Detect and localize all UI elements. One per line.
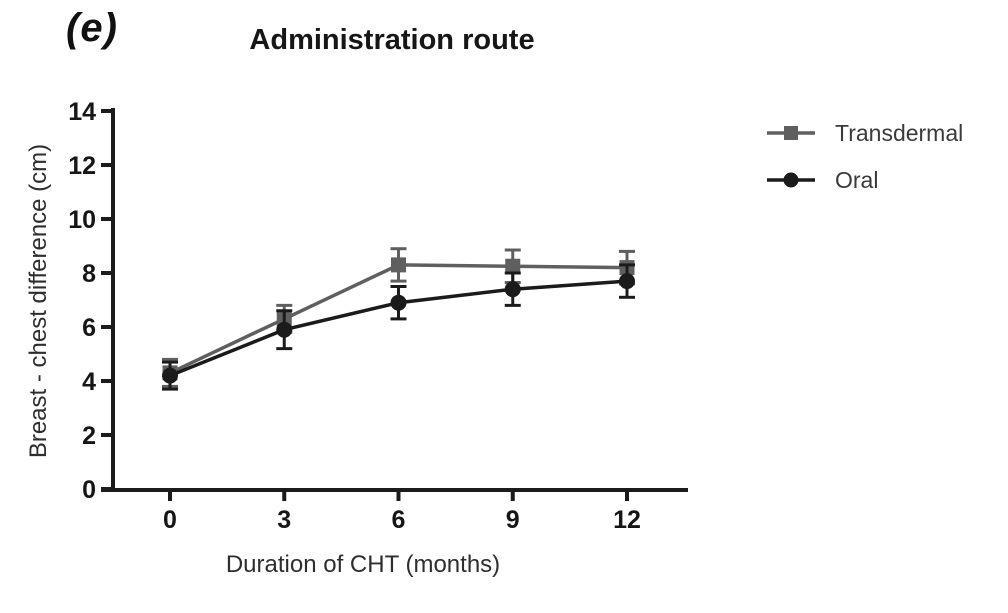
y-axis-label: Breast - chest difference (cm) bbox=[25, 143, 52, 459]
data-point-marker bbox=[619, 273, 635, 290]
y-tick-label: 14 bbox=[68, 98, 96, 126]
y-tick-label: 10 bbox=[68, 206, 96, 234]
y-tick-label: 8 bbox=[82, 260, 96, 288]
y-tick-label: 0 bbox=[82, 476, 96, 504]
y-tick-label: 12 bbox=[68, 152, 96, 180]
legend-label-transdermal: Transdermal bbox=[835, 119, 964, 146]
data-point-marker bbox=[505, 258, 521, 274]
legend-item-oral: Oral bbox=[765, 165, 963, 195]
x-tick-label: 9 bbox=[506, 506, 520, 534]
x-tick-label: 3 bbox=[277, 506, 291, 534]
data-point-marker bbox=[162, 367, 178, 384]
axes bbox=[101, 108, 688, 492]
data-point-marker bbox=[391, 257, 406, 273]
legend: Transdermal Oral bbox=[765, 118, 963, 212]
series-oral bbox=[162, 263, 635, 391]
transdermal-legend-marker-icon bbox=[767, 126, 815, 140]
data-point-marker bbox=[276, 321, 293, 338]
y-tick-label: 2 bbox=[82, 422, 96, 450]
x-tick-label: 12 bbox=[613, 506, 641, 534]
oral-legend-marker-icon bbox=[767, 172, 815, 188]
y-tick-label: 4 bbox=[82, 368, 96, 396]
legend-label-oral: Oral bbox=[835, 166, 879, 193]
chart-title: Administration route bbox=[249, 24, 535, 56]
x-axis-label: Duration of CHT (months) bbox=[225, 551, 501, 578]
y-axis-ticks: 0 2 4 6 8 10 12 14 bbox=[68, 98, 113, 504]
data-point-marker bbox=[390, 294, 407, 311]
y-tick-label: 6 bbox=[82, 314, 96, 342]
data-point-marker bbox=[504, 281, 521, 298]
legend-item-transdermal: Transdermal bbox=[765, 118, 963, 148]
x-axis-ticks: 0 3 6 9 12 bbox=[163, 490, 641, 534]
x-tick-label: 6 bbox=[392, 506, 406, 534]
x-tick-label: 0 bbox=[163, 506, 177, 534]
panel-label: (e) bbox=[66, 6, 118, 50]
